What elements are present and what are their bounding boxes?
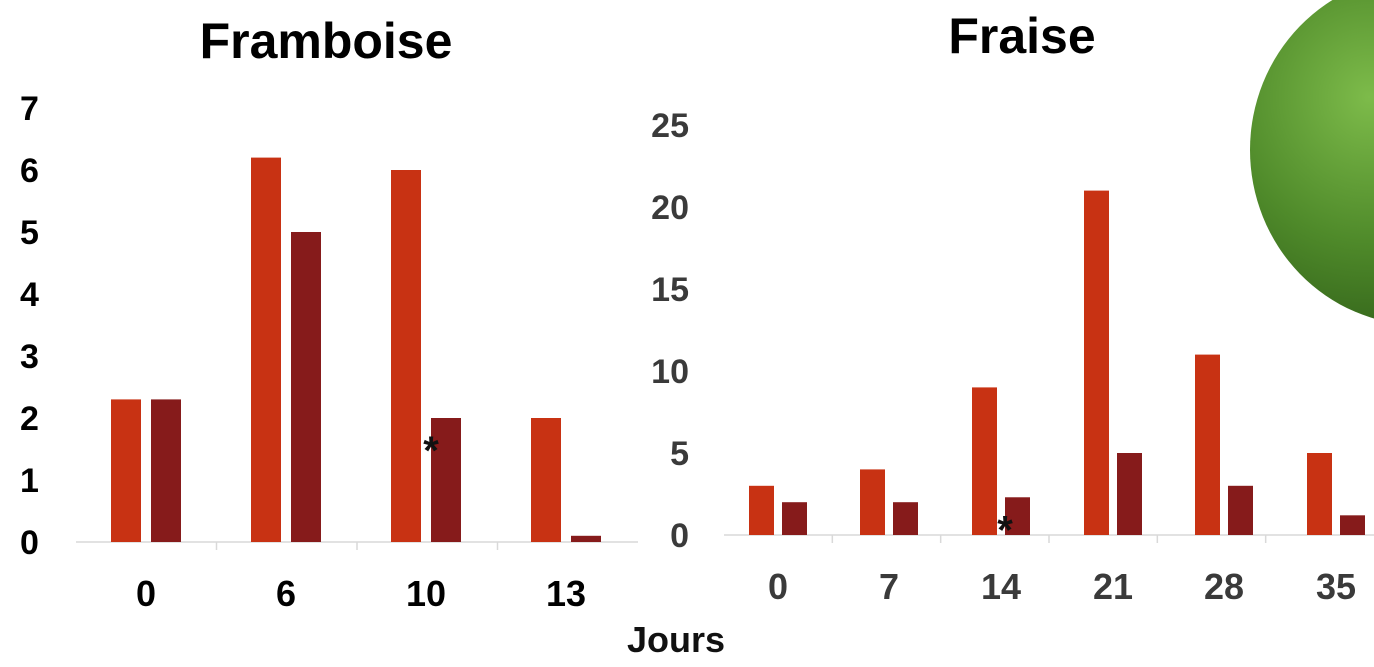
bar	[860, 469, 885, 535]
bar	[972, 387, 997, 535]
chart-title: Fraise	[948, 8, 1095, 64]
y-tick-label: 4	[20, 276, 39, 314]
bar	[571, 535, 601, 542]
x-tick-label: 13	[546, 573, 586, 614]
chart-title: Framboise	[200, 13, 453, 69]
x-tick-label: 28	[1204, 566, 1244, 607]
y-tick-label: 20	[651, 189, 689, 227]
x-tick-label: 35	[1316, 566, 1356, 607]
y-tick-label: 3	[20, 338, 39, 376]
x-tick-label: 21	[1093, 566, 1133, 607]
x-axis-label: Jours	[627, 619, 725, 660]
significance-marker: *	[997, 508, 1013, 552]
bar	[391, 170, 421, 542]
chart-framboise: Framboise 0 1 2 3 4 5 6 7 0 6 10 13 *	[20, 13, 638, 614]
bar	[1340, 515, 1365, 535]
bar	[291, 232, 321, 542]
leaf-icon	[1250, 0, 1374, 319]
significance-marker: *	[423, 429, 439, 473]
bar	[531, 418, 561, 542]
y-tick-label: 0	[20, 524, 39, 562]
bar	[151, 399, 181, 542]
y-tick-label: 0	[670, 517, 689, 555]
y-tick-label: 2	[20, 400, 39, 438]
y-tick-label: 5	[20, 214, 39, 252]
y-tick-label: 25	[651, 107, 689, 145]
x-tick-label: 14	[981, 566, 1021, 607]
bar	[1228, 485, 1253, 535]
x-tick-label: 0	[136, 573, 156, 614]
y-tick-label: 7	[20, 90, 39, 128]
bar	[893, 502, 918, 535]
y-tick-label: 6	[20, 152, 39, 190]
bar	[749, 485, 774, 535]
chart-fraise: Fraise 0 5 10 15 20 25 0 7 14 21 28 35 *	[651, 8, 1374, 607]
x-tick-label: 0	[768, 566, 788, 607]
bar	[1084, 190, 1109, 535]
y-tick-label: 1	[20, 462, 39, 500]
bar	[111, 399, 141, 542]
bar	[782, 502, 807, 535]
bar	[251, 157, 281, 542]
x-tick-label: 7	[879, 566, 899, 607]
y-tick-label: 5	[670, 435, 689, 473]
bar	[1005, 497, 1030, 535]
y-tick-label: 15	[651, 271, 689, 309]
y-tick-label: 10	[651, 353, 689, 391]
bar	[431, 418, 461, 542]
bar	[1195, 354, 1220, 535]
x-tick-label: 6	[276, 573, 296, 614]
bar	[1307, 453, 1332, 535]
x-tick-label: 10	[406, 573, 446, 614]
bar	[1117, 453, 1142, 535]
